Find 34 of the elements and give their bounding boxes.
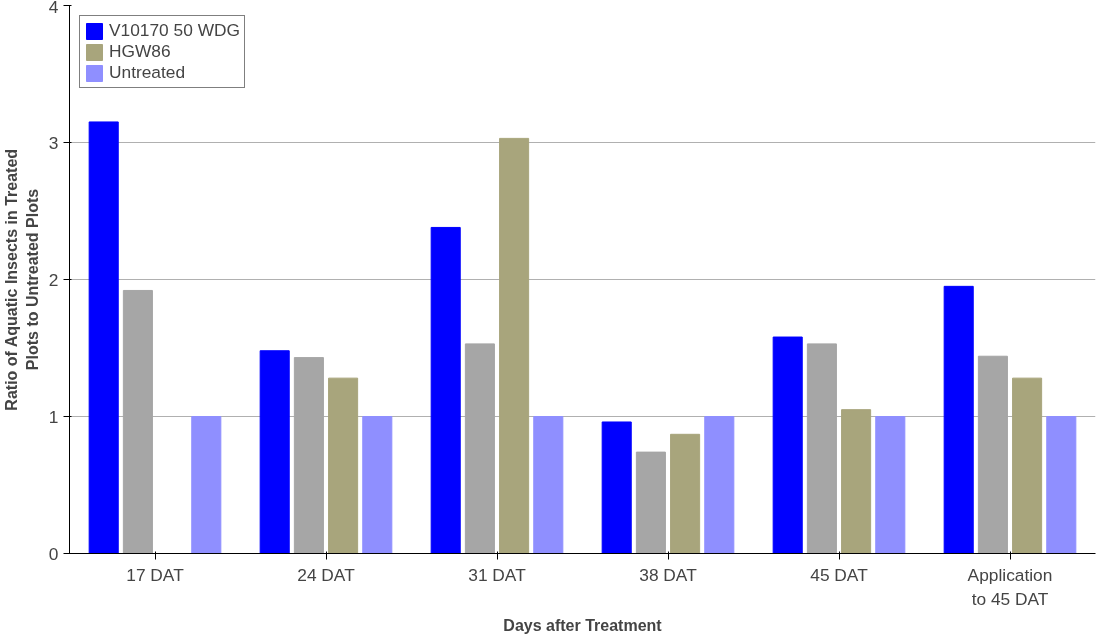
legend-label: Untreated — [109, 62, 186, 83]
bar — [635, 451, 666, 554]
bar — [841, 409, 872, 554]
y-tick-label: 2 — [48, 269, 59, 290]
bar — [875, 416, 906, 554]
bar — [328, 377, 359, 554]
legend-label: V10170 50 WDG — [109, 20, 240, 41]
x-axis-title: Days after Treatment — [503, 616, 663, 634]
bar — [601, 421, 632, 554]
bar — [362, 416, 393, 554]
bar — [670, 433, 701, 554]
x-tick-label: 17 DAT — [126, 564, 185, 585]
bar — [88, 121, 119, 554]
y-tick-label: 3 — [48, 132, 59, 153]
x-tick-label: 45 DAT — [810, 564, 869, 585]
x-tick-label: 31 DAT — [468, 564, 527, 585]
bar — [533, 416, 564, 554]
x-tick-label: Application to 45 DAT — [967, 564, 1053, 609]
bar — [259, 350, 290, 554]
x-tick-label: 24 DAT — [297, 564, 356, 585]
bar — [191, 416, 222, 554]
bar — [943, 285, 974, 554]
y-tick-label: 4 — [48, 0, 59, 17]
bar — [772, 336, 803, 554]
bar — [1046, 416, 1077, 554]
bar — [499, 137, 530, 554]
bar — [704, 416, 735, 554]
bar — [430, 226, 461, 554]
y-tick-label: 1 — [48, 406, 59, 427]
y-tick-label: 0 — [48, 543, 59, 564]
bar — [1012, 377, 1043, 554]
x-tick-label: 38 DAT — [639, 564, 698, 585]
legend-label: HGW86 — [109, 41, 171, 62]
y-axis-title: Ratio of Aquatic Insects in Treated Plots to Untreated Plots — [3, 148, 41, 411]
